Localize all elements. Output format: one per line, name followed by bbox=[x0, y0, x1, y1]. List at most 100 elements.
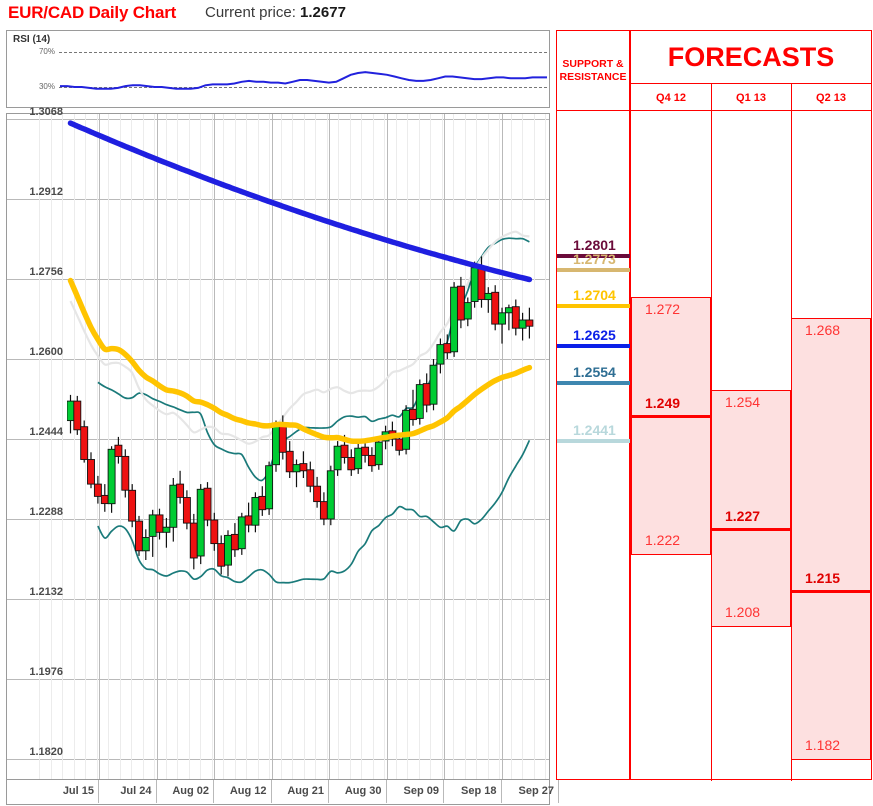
candle-bullish bbox=[196, 488, 205, 557]
x-axis-tick bbox=[443, 780, 444, 803]
chart-gridline-minor bbox=[372, 114, 374, 779]
candle-bearish bbox=[182, 497, 191, 524]
chart-gridline-minor bbox=[62, 114, 63, 779]
candle-bearish bbox=[361, 446, 370, 456]
chart-gridline-minor bbox=[326, 114, 328, 779]
forecast-title: FORECASTS bbox=[667, 41, 835, 72]
chart-gridline-minor bbox=[499, 114, 500, 779]
chart-gridline-minor bbox=[246, 114, 247, 779]
forecast-low-line bbox=[631, 553, 711, 555]
forecast-title-row: FORECASTS bbox=[631, 31, 871, 83]
candle-bearish bbox=[278, 424, 287, 453]
chart-gridline-vertical bbox=[214, 114, 215, 779]
forecast-low-value: 1.208 bbox=[725, 603, 761, 620]
chart-gridline-minor bbox=[464, 114, 466, 779]
candle-bearish bbox=[73, 400, 82, 431]
forecast-range-band bbox=[711, 389, 791, 626]
x-axis-tick-label: Aug 21 bbox=[287, 785, 324, 797]
forecast-high-line bbox=[711, 389, 791, 391]
rsi-upper-gridline bbox=[59, 52, 547, 53]
plot-svg bbox=[67, 120, 534, 584]
page-title: EUR/CAD Daily Chart bbox=[8, 3, 177, 22]
candle-bearish bbox=[100, 494, 109, 505]
chart-gridline-minor bbox=[361, 114, 362, 779]
chart-gridline-minor bbox=[211, 114, 213, 779]
chart-gridline-vertical bbox=[444, 114, 445, 779]
candle-bearish bbox=[210, 519, 219, 545]
candle-bullish bbox=[470, 267, 479, 302]
forecast-high-value: 1.268 bbox=[805, 321, 841, 338]
candle-bearish bbox=[395, 438, 404, 451]
chart-gridline-minor bbox=[533, 114, 535, 779]
rsi-lower-band-label: 30% bbox=[38, 82, 55, 91]
candle-bearish bbox=[128, 489, 137, 522]
chart-gridline-minor bbox=[234, 114, 236, 779]
x-axis-tick bbox=[385, 780, 387, 803]
forecast-central-value: 1.227 bbox=[725, 508, 761, 525]
forecast-central-value: 1.215 bbox=[805, 569, 841, 586]
sr-header-line1: SUPPORT & bbox=[562, 57, 624, 70]
forecast-range-band bbox=[631, 297, 711, 554]
candle-bearish bbox=[347, 457, 356, 471]
x-axis-tick bbox=[558, 780, 559, 803]
sr-level-label: 1.2801 bbox=[573, 236, 616, 253]
chart-gridline bbox=[7, 519, 549, 520]
candle-bearish bbox=[409, 408, 417, 421]
chart-gridline-vertical bbox=[156, 114, 158, 779]
y-axis-tick-label: 1.3068 bbox=[29, 106, 63, 118]
candle-bearish bbox=[121, 455, 130, 491]
candle-bullish bbox=[402, 409, 411, 450]
candle-bearish bbox=[285, 450, 294, 473]
candle-bearish bbox=[340, 444, 349, 458]
candle-bearish bbox=[299, 463, 308, 472]
x-axis-tick bbox=[500, 780, 502, 803]
y-axis-tick-label: 1.1976 bbox=[29, 666, 63, 678]
chart-gridline-minor bbox=[315, 114, 316, 779]
candle-bearish bbox=[456, 285, 465, 321]
y-axis-tick-label: 1.2912 bbox=[29, 186, 63, 198]
candle-bullish bbox=[326, 470, 335, 520]
candle-bullish bbox=[504, 307, 513, 314]
forecast-central-value: 1.249 bbox=[645, 395, 681, 412]
candlestick-plot bbox=[67, 114, 550, 779]
candle-bearish bbox=[203, 487, 212, 521]
forecast-central-line bbox=[711, 528, 791, 532]
chart-gridline-minor bbox=[384, 114, 385, 779]
sr-header-divider bbox=[557, 110, 629, 111]
rsi-title: RSI (14) bbox=[13, 34, 51, 45]
chart-gridline bbox=[7, 199, 549, 200]
candle-bearish bbox=[155, 514, 164, 533]
forecast-range-band bbox=[791, 317, 871, 759]
forecast-central-line bbox=[631, 415, 711, 419]
sr-level-line bbox=[557, 380, 667, 385]
candle-bullish bbox=[333, 445, 342, 471]
chart-gridline-minor bbox=[441, 114, 443, 779]
y-axis-tick-label: 1.2132 bbox=[29, 586, 63, 598]
chart-gridline-minor bbox=[165, 114, 167, 779]
x-axis-tick-label: Aug 02 bbox=[172, 785, 209, 797]
chart-gridline bbox=[7, 119, 549, 120]
sr-level-label: 1.2441 bbox=[573, 421, 616, 438]
chart-gridline-minor bbox=[487, 114, 489, 779]
chart-gridline-minor bbox=[108, 114, 109, 779]
rsi-lower-gridline bbox=[59, 87, 547, 88]
rsi-line-svg bbox=[60, 71, 547, 90]
chart-gridline-minor bbox=[142, 114, 144, 779]
candle-bearish bbox=[80, 426, 89, 460]
chart-gridline-minor bbox=[177, 114, 178, 779]
chart-gridline-minor bbox=[510, 114, 512, 779]
chart-gridline-vertical bbox=[386, 114, 388, 779]
chart-gridline-minor bbox=[476, 114, 477, 779]
candle-bearish bbox=[313, 485, 322, 503]
x-axis-tick-label: Sep 18 bbox=[461, 785, 497, 797]
sr-level-line bbox=[557, 268, 667, 273]
candle-bearish bbox=[87, 459, 95, 485]
chart-gridline-vertical bbox=[501, 114, 503, 779]
candle-bearish bbox=[217, 543, 226, 567]
candle-bullish bbox=[162, 526, 171, 533]
x-axis-tick-label: Aug 30 bbox=[344, 785, 382, 797]
forecast-high-value: 1.272 bbox=[645, 301, 681, 318]
candle-bullish bbox=[436, 344, 445, 365]
chart-gridline-minor bbox=[522, 114, 523, 779]
sr-level-label: 1.2704 bbox=[573, 286, 616, 303]
